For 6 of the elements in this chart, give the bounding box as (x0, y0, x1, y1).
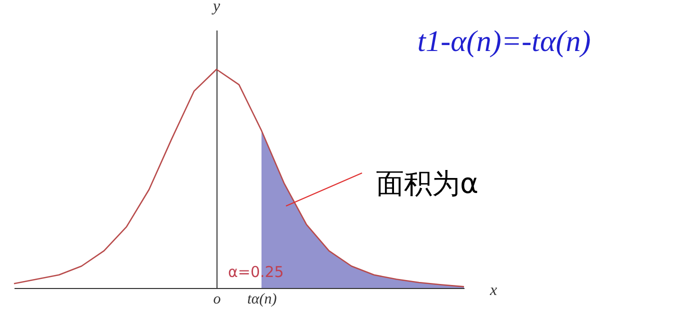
annotation: 面积为α (376, 167, 478, 200)
x-axis-title: x (489, 282, 498, 299)
x-tick-label: tα(n) (247, 292, 277, 308)
x-tick-label: o (213, 292, 222, 308)
y-axis-title: y (210, 0, 221, 15)
text: t1-α(n)=-tα(n) (417, 25, 591, 58)
